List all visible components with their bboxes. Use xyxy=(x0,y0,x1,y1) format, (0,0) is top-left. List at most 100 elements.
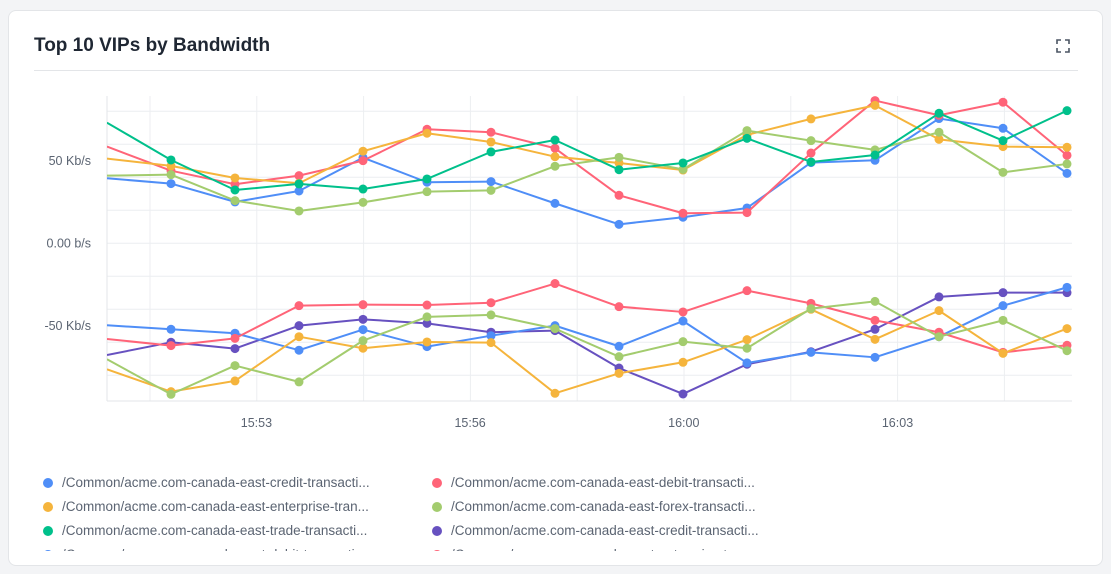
series-line-5 xyxy=(107,109,1068,192)
legend-label: /Common/acme.com-canada-east-trade-trans… xyxy=(62,523,368,538)
legend-color-icon xyxy=(43,501,53,512)
data-point xyxy=(998,301,1008,311)
legend-item[interactable]: /Common/acme.com-canada-east-debit-trans… xyxy=(43,547,366,551)
legend-color-icon xyxy=(43,525,53,536)
data-point xyxy=(486,310,496,320)
data-point xyxy=(1062,106,1072,116)
data-point xyxy=(166,324,176,334)
data-point xyxy=(1062,168,1072,178)
data-point xyxy=(806,347,816,357)
data-point xyxy=(742,133,752,143)
legend-color-icon xyxy=(432,477,442,488)
data-point xyxy=(486,331,496,341)
data-point xyxy=(422,337,432,347)
data-point xyxy=(486,147,496,157)
data-point xyxy=(742,126,752,136)
data-point xyxy=(998,288,1008,298)
data-point xyxy=(934,108,944,118)
legend-color-icon xyxy=(432,549,442,551)
data-point xyxy=(550,198,560,208)
data-point xyxy=(678,389,688,399)
data-point xyxy=(230,344,240,354)
data-point xyxy=(422,312,432,322)
data-point xyxy=(422,300,432,310)
data-point xyxy=(422,187,432,197)
series-line-8 xyxy=(107,282,1068,354)
x-tick-label: 16:00 xyxy=(668,416,699,430)
data-point xyxy=(870,315,880,325)
y-tick-label: -50 Kb/s xyxy=(44,319,91,333)
data-point xyxy=(870,352,880,362)
data-point xyxy=(614,341,624,351)
series-line-3 xyxy=(107,104,1068,185)
data-point xyxy=(678,164,688,174)
data-point xyxy=(614,219,624,229)
plot-area xyxy=(107,96,1072,399)
data-point xyxy=(742,335,752,345)
x-tick-label: 15:56 xyxy=(454,416,485,430)
y-tick-label: 0.00 b/s xyxy=(47,236,91,250)
data-point xyxy=(294,332,304,342)
data-point xyxy=(486,137,496,147)
legend-color-icon xyxy=(432,525,442,536)
data-point xyxy=(742,286,752,296)
legend-item[interactable]: /Common/acme.com-canada-east-trade-trans… xyxy=(43,523,367,538)
x-tick-label: 15:53 xyxy=(241,416,272,430)
data-point xyxy=(294,301,304,311)
legend-item[interactable]: /Common/acme.com-canada-east-enterprise-… xyxy=(43,499,369,514)
data-point xyxy=(742,208,752,218)
data-point xyxy=(678,357,688,367)
data-point xyxy=(870,334,880,344)
data-point xyxy=(550,388,560,398)
data-point xyxy=(678,208,688,218)
legend-label: /Common/acme.com-canada-east-credit-tran… xyxy=(451,523,759,538)
expand-icon[interactable] xyxy=(1056,39,1070,53)
data-point xyxy=(614,190,624,200)
data-point xyxy=(230,173,240,183)
data-point xyxy=(1062,324,1072,334)
data-point xyxy=(486,177,496,187)
legend-label: /Common/acme.com-canada-east-debit-trans… xyxy=(62,547,366,551)
data-point xyxy=(806,157,816,167)
data-point xyxy=(614,368,624,378)
data-point xyxy=(998,97,1008,107)
legend-item[interactable]: /Common/acme.com-canada-east-credit-tran… xyxy=(432,523,759,538)
data-point xyxy=(678,316,688,326)
data-point xyxy=(230,196,240,206)
data-point xyxy=(550,152,560,162)
legend-item[interactable]: /Common/acme.com-canada-east-forex-trans… xyxy=(432,499,756,514)
card-title: Top 10 VIPs by Bandwidth xyxy=(34,35,271,56)
data-point xyxy=(1062,282,1072,292)
data-point xyxy=(998,315,1008,325)
legend-item[interactable]: /Common/acme.com-canada-east-credit-tran… xyxy=(43,475,370,490)
data-point xyxy=(166,389,176,399)
data-point xyxy=(614,152,624,162)
data-point xyxy=(550,135,560,145)
series-line-6 xyxy=(107,291,1067,395)
data-point xyxy=(294,206,304,216)
data-point xyxy=(806,148,816,158)
data-point xyxy=(486,338,496,348)
data-point xyxy=(870,324,880,334)
data-point xyxy=(1062,159,1072,169)
data-point xyxy=(934,332,944,342)
data-point xyxy=(678,307,688,317)
legend-label: /Common/acme.com-canada-east-forex-trans… xyxy=(451,499,756,514)
series-line-2 xyxy=(107,99,1068,215)
data-point xyxy=(294,321,304,331)
series-line-9 xyxy=(107,308,1068,395)
title-divider xyxy=(34,70,1078,71)
data-point xyxy=(934,134,944,144)
x-tick-label: 16:03 xyxy=(882,416,913,430)
series-line-7 xyxy=(107,286,1068,364)
data-point xyxy=(806,136,816,146)
legend-label: /Common/acme.com-canada-east-credit-tran… xyxy=(62,475,370,490)
legend-item[interactable]: /Common/acme.com-canada-east-enterprise-… xyxy=(432,547,758,551)
data-point xyxy=(230,376,240,386)
data-point xyxy=(166,170,176,180)
legend-color-icon xyxy=(432,501,442,512)
data-point xyxy=(1062,142,1072,152)
legend-item[interactable]: /Common/acme.com-canada-east-debit-trans… xyxy=(432,475,755,490)
data-point xyxy=(550,143,560,153)
legend-label: /Common/acme.com-canada-east-enterprise-… xyxy=(451,547,758,551)
